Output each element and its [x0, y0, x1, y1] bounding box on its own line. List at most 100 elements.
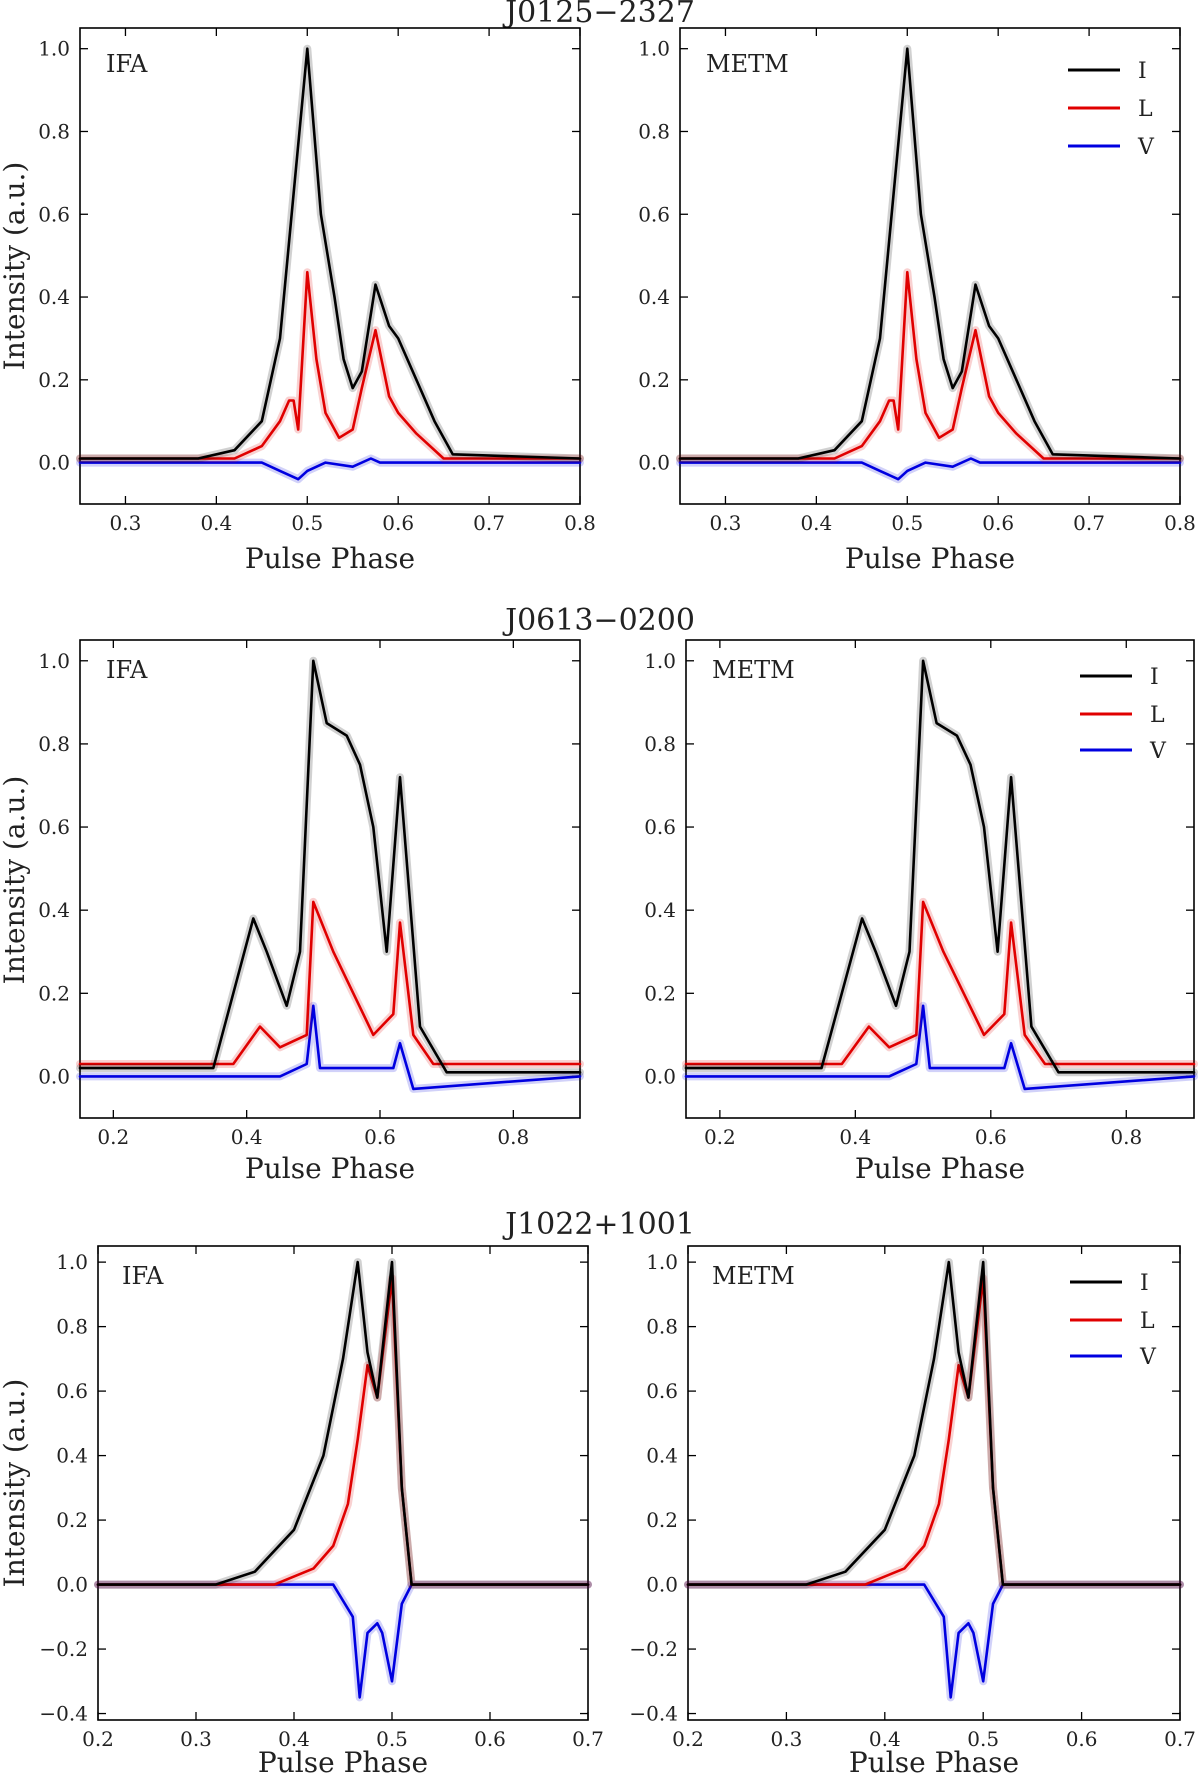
series-i-line — [78, 659, 582, 1074]
legend-label-l: L — [1138, 97, 1153, 122]
x-axis-label: Pulse Phase — [855, 1152, 1025, 1185]
series-l-line — [78, 270, 582, 460]
series-l-halo — [676, 268, 1184, 463]
y-tick-label: 0.2 — [644, 981, 676, 1005]
legend: I L V — [1070, 1271, 1157, 1370]
series-i-line — [678, 47, 1182, 460]
panel-j0125-ifa: 0.3 0.4 0.5 0.6 0.7 0.8 0.0 0.2 0.4 0.6 0.8 1.0 IFA… — [0, 27, 596, 575]
plot-frame — [687, 1245, 1181, 1721]
series-l-halo — [94, 1274, 592, 1589]
y-tick-label: 0.8 — [644, 732, 676, 756]
y-tick-label: 1.0 — [646, 1250, 678, 1274]
x-tick-label: 0.3 — [180, 1727, 212, 1751]
x-tick-label: 0.2 — [704, 1125, 736, 1149]
series-i-halo — [94, 1258, 592, 1589]
plot-content: 0.3 0.4 0.5 0.6 0.7 0.8 0.0 0.2 0.4 0.6 0.8 1.0 — [38, 28, 596, 535]
legend: I L V — [1068, 59, 1155, 160]
x-tick-label: 0.5 — [967, 1727, 999, 1751]
row-j0613: J0613−0200 0.2 0.4 0.6 0.8 0.0 0.2 0.4 0.6 0.8 1.… — [0, 603, 1198, 1185]
legend-label-v: V — [1137, 135, 1155, 160]
y-tick-label: 0.2 — [38, 368, 70, 392]
method-label: METM — [712, 1262, 795, 1290]
row-title: J0613−0200 — [502, 603, 695, 638]
x-tick-label: 0.4 — [200, 511, 232, 535]
series-i-halo — [76, 656, 584, 1077]
y-tick-label: 1.0 — [56, 1250, 88, 1274]
y-tick-label: 0.6 — [56, 1379, 88, 1403]
series-l-line — [684, 900, 1196, 1066]
x-tick-label: 0.4 — [278, 1727, 310, 1751]
legend-label-v: V — [1149, 739, 1167, 764]
y-tick-label: 0.2 — [38, 981, 70, 1005]
x-tick-label: 0.4 — [839, 1125, 871, 1149]
plot-frame — [679, 27, 1181, 505]
series-v-line — [96, 1583, 590, 1699]
y-tick-label: −0.2 — [39, 1637, 88, 1661]
x-tick-label: 0.5 — [291, 511, 323, 535]
x-tick-label: 0.8 — [1110, 1125, 1142, 1149]
plot-content: 0.3 0.4 0.5 0.6 0.7 0.8 0.0 0.2 0.4 0.6 0.8 1.0 — [638, 28, 1196, 535]
y-tick-label: 0.0 — [56, 1573, 88, 1597]
y-tick-label: 0.6 — [646, 1379, 678, 1403]
x-tick-label: 0.6 — [474, 1727, 506, 1751]
plot-content: 0.2 0.3 0.4 0.5 0.6 0.7 −0.4 −0.2 0.0 0.2 0.4 0.6 0.… — [629, 1246, 1196, 1751]
method-label: METM — [706, 50, 789, 78]
y-tick-label: 0.0 — [38, 451, 70, 475]
y-tick-label: 0.4 — [638, 285, 670, 309]
plot-content: 0.2 0.4 0.6 0.8 0.0 0.2 0.4 0.6 0.8 1.0 — [644, 640, 1198, 1149]
series-i-line — [684, 659, 1196, 1074]
y-tick-label: 0.2 — [638, 368, 670, 392]
series-v-line — [684, 1004, 1196, 1091]
x-tick-label: 0.3 — [710, 511, 742, 535]
series-l-halo — [682, 897, 1198, 1068]
series-l-line — [96, 1276, 590, 1586]
plot-frame — [685, 639, 1195, 1119]
method-label: IFA — [106, 656, 148, 684]
y-axis-label: Intensity (a.u.) — [0, 1379, 31, 1588]
y-axis-label: Intensity (a.u.) — [0, 162, 31, 371]
x-tick-label: 0.8 — [564, 511, 596, 535]
x-axis-label: Pulse Phase — [258, 1746, 428, 1775]
legend-label-l: L — [1150, 703, 1165, 728]
x-tick-label: 0.7 — [1164, 1727, 1196, 1751]
legend-label-i: I — [1140, 1271, 1149, 1296]
y-tick-label: −0.4 — [629, 1702, 678, 1726]
series-i-line — [96, 1260, 590, 1586]
legend-label-i: I — [1150, 665, 1159, 690]
series-i-line — [686, 1260, 1182, 1586]
y-tick-label: 1.0 — [38, 649, 70, 673]
y-tick-label: 0.4 — [646, 1444, 678, 1468]
legend-label-i: I — [1138, 59, 1147, 84]
y-tick-label: 0.4 — [38, 898, 70, 922]
y-tick-label: 0.8 — [646, 1315, 678, 1339]
x-tick-label: 0.3 — [110, 511, 142, 535]
panel-j0125-metm: 0.3 0.4 0.5 0.6 0.7 0.8 0.0 0.2 0.4 0.6 0.8 1.0 MET… — [638, 27, 1196, 575]
x-tick-label: 0.3 — [770, 1727, 802, 1751]
x-tick-label: 0.6 — [975, 1125, 1007, 1149]
x-tick-label: 0.2 — [82, 1727, 114, 1751]
series-v-line — [686, 1583, 1182, 1699]
method-label: IFA — [106, 50, 148, 78]
y-tick-label: 0.0 — [644, 1064, 676, 1088]
row-title: J0125−2327 — [502, 0, 695, 30]
y-tick-label: −0.4 — [39, 1702, 88, 1726]
panel-j0613-metm: 0.2 0.4 0.6 0.8 0.0 0.2 0.4 0.6 0.8 1.0 METM Puls… — [644, 639, 1198, 1185]
y-tick-label: 1.0 — [644, 649, 676, 673]
x-tick-label: 0.7 — [1073, 511, 1105, 535]
row-j0125: J0125−2327 0.3 0.4 0.5 0.6 0.7 0.8 0.0 0.2 0.4 0.… — [0, 0, 1196, 575]
panel-j1022-ifa: 0.2 0.3 0.4 0.5 0.6 0.7 −0.4 −0.2 0.0 0.2 0.4 0.6 0.… — [0, 1245, 604, 1775]
y-tick-label: 0.8 — [38, 119, 70, 143]
series-i-halo — [684, 1258, 1184, 1589]
y-tick-label: 0.4 — [644, 898, 676, 922]
x-tick-label: 0.6 — [382, 511, 414, 535]
series-i-halo — [76, 44, 584, 463]
series-l-line — [678, 270, 1182, 460]
series-i-line — [78, 47, 582, 460]
series-i-halo — [676, 44, 1184, 463]
x-tick-label: 0.8 — [497, 1125, 529, 1149]
x-tick-label: 0.7 — [572, 1727, 604, 1751]
series-l-line — [78, 900, 582, 1066]
series-l-halo — [76, 897, 584, 1068]
row-j1022: J1022+1001 0.2 0.3 0.4 0.5 0.6 0.7 −0.4 −0.2 0.0… — [0, 1207, 1196, 1775]
legend: I L V — [1080, 665, 1167, 764]
